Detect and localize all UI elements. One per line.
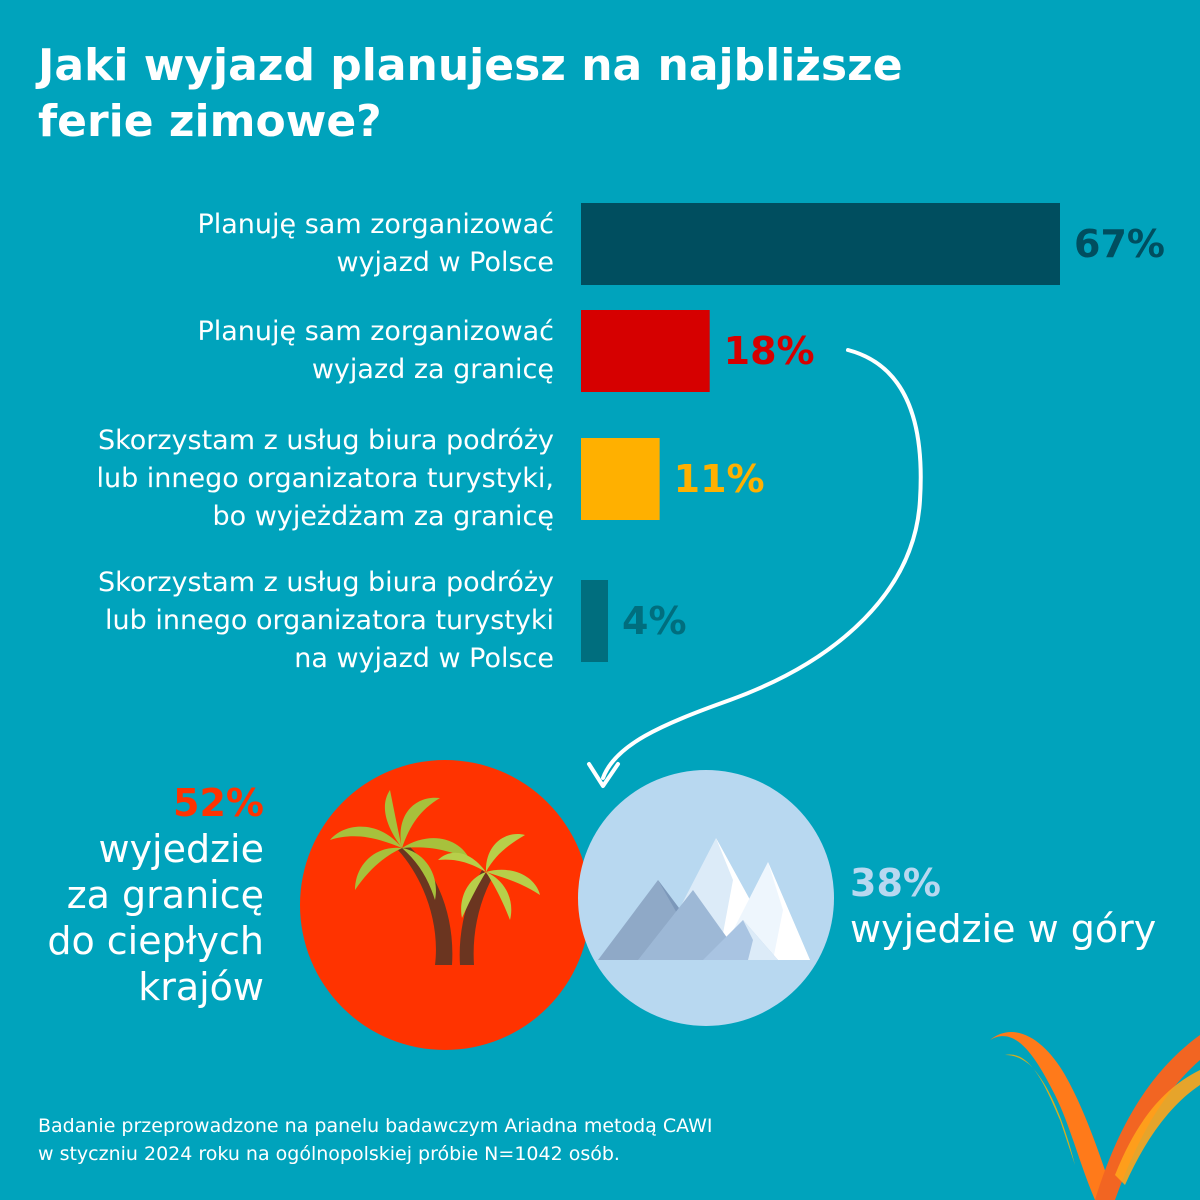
ariadna-logo-icon: [990, 1032, 1200, 1200]
warm-countries-stat: 52% wyjedzie za granicę do ciepłych kraj…: [47, 780, 264, 1010]
footnote-line: Badanie przeprowadzone na panelu badawcz…: [38, 1115, 713, 1137]
bar-category-line: bo wyjeżdżam za granicę: [212, 501, 554, 532]
mountains-text: wyjedzie w góry: [850, 907, 1157, 951]
footnote: Badanie przeprowadzone na panelu badawcz…: [38, 1112, 712, 1168]
mountains-stat: 38% wyjedzie w góry: [850, 860, 1156, 952]
mountains-icon: [578, 770, 834, 1026]
bar-category-line: Skorzystam z usług biura podróży: [97, 567, 554, 598]
mountains-value: 38%: [850, 861, 941, 905]
warm-countries-text: krajów: [138, 965, 264, 1009]
bar-category-line: lub innego organizatora turystyki: [105, 605, 554, 636]
warm-countries-text: za granicę: [66, 873, 264, 917]
bar-category-line: lub innego organizatora turystyki,: [96, 463, 554, 494]
title-line: ferie zimowe?: [38, 96, 382, 147]
bar-value-label: 11%: [673, 457, 765, 501]
bar: [581, 203, 1060, 285]
warm-countries-value: 52%: [173, 781, 264, 825]
bar-category-line: Planuję sam zorganizować: [197, 316, 554, 347]
warm-countries-text: wyjedzie: [98, 827, 264, 871]
palm-trees-icon: [300, 760, 590, 1050]
bar-category-label: Planuję sam zorganizować wyjazd za granic…: [197, 313, 554, 389]
bar-category-line: wyjazd za granicę: [311, 354, 554, 385]
bar-category-label: Skorzystam z usług biura podróży lub inne…: [98, 564, 554, 678]
warm-countries-text: do ciepłych: [47, 919, 264, 963]
bar-category-line: wyjazd w Polsce: [336, 247, 554, 278]
bar: [581, 438, 660, 520]
bar-category-label: Planuję sam zorganizować wyjazd w Polsce: [197, 206, 554, 282]
bar-chart: [581, 203, 1060, 662]
bar: [581, 310, 710, 392]
bar-value-label: 4%: [622, 599, 687, 643]
bar-value-label: 67%: [1074, 222, 1165, 266]
footnote-line: w styczniu 2024 roku na ogólnopolskiej p…: [38, 1143, 620, 1165]
page-title: Jaki wyjazd planujesz na najbliższe feri…: [38, 38, 938, 150]
bar-value-label: 18%: [723, 329, 815, 373]
bar-category-line: Planuję sam zorganizować: [197, 209, 554, 240]
title-line: Jaki wyjazd planujesz na najbliższe: [38, 40, 903, 91]
bar-category-line: na wyjazd w Polsce: [294, 643, 554, 674]
bar-category-label: Skorzystam z usług biura podróży lub inne…: [96, 422, 554, 536]
bar: [581, 580, 608, 662]
bar-category-line: Skorzystam z usług biura podróży: [97, 425, 554, 456]
